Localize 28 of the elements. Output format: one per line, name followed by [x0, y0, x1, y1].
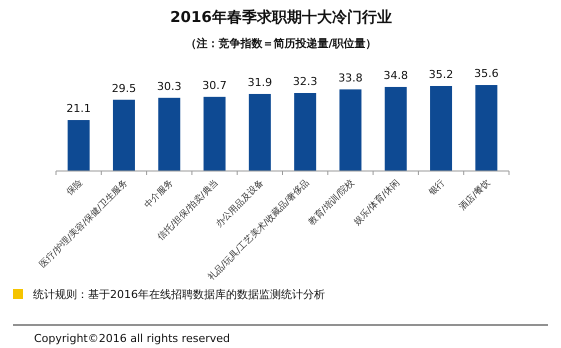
bar	[294, 92, 316, 171]
bar	[158, 98, 180, 171]
x-tick-label: 中介服务	[142, 177, 176, 211]
bar	[475, 85, 498, 171]
bar	[430, 86, 452, 171]
x-tick-label: 酒店/餐饮	[457, 177, 492, 213]
x-tick-label: 保险	[64, 177, 85, 198]
chart-subtitle: （注：竞争指数＝简历投递量/职位量）	[185, 37, 377, 50]
text: Copyright©2016 all rights reserved	[34, 332, 230, 345]
data-label: 31.9	[248, 76, 272, 89]
bar	[204, 96, 226, 171]
data-label: 34.8	[384, 68, 408, 82]
bar	[112, 100, 135, 171]
data-label: 21.1	[66, 102, 91, 116]
bar	[248, 94, 271, 171]
data-label: 30.3	[157, 80, 182, 93]
data-label: 35.2	[428, 68, 454, 81]
data-label: 29.5	[112, 82, 136, 95]
chart-title: 2016年春季求职期十大冷门行业	[170, 8, 392, 26]
text: 统计规则：基于2016年在线招聘数据库的数据监测统计分析	[33, 288, 325, 301]
bar	[68, 120, 90, 171]
bar	[339, 89, 362, 171]
data-label: 33.8	[338, 71, 363, 84]
data-label: 32.3	[292, 74, 318, 88]
x-tick-label: 银行	[426, 177, 448, 199]
bar	[384, 86, 407, 171]
data-label: 35.6	[474, 67, 499, 80]
data-label: 30.7	[202, 78, 227, 92]
